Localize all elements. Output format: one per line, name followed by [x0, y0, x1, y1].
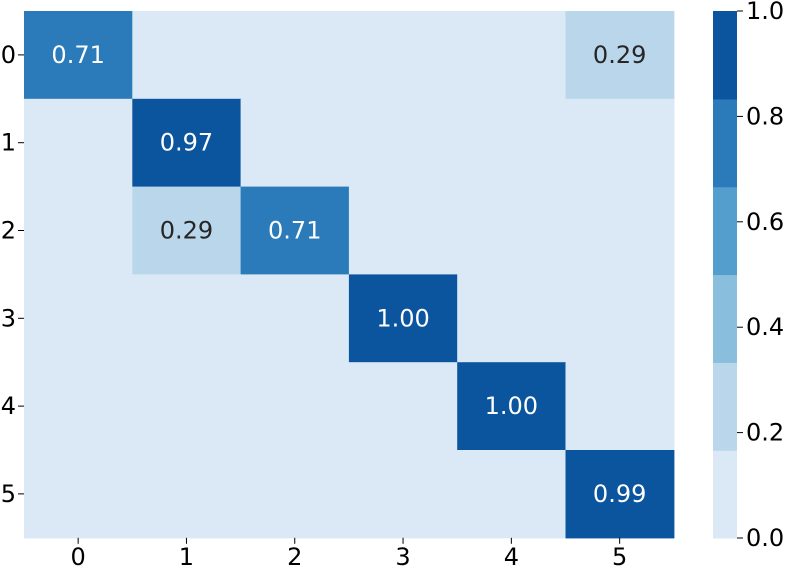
heatmap-cell [24, 11, 133, 100]
heatmap-cell [457, 11, 567, 100]
colorbar-tick-label: 0.8 [746, 102, 784, 130]
heatmap-cells: 0.71 0.29 0.97 0.29 0.71 1.00 1.00 0.99 [24, 11, 675, 539]
x-tick-label: 1 [179, 543, 194, 570]
heatmap-cell [132, 274, 242, 363]
cell-value-label: 0.97 [160, 129, 213, 157]
colorbar-bin [713, 450, 737, 539]
heatmap-cell [240, 274, 350, 363]
y-tick-label: 5 [1, 480, 16, 508]
heatmap-cell [565, 11, 675, 100]
heatmap-cell [457, 450, 567, 539]
y-tick-label: 2 [1, 217, 16, 245]
heatmap-cell [565, 450, 675, 539]
colorbar-bin [713, 98, 737, 188]
heatmap-cell [348, 11, 458, 100]
heatmap-cell [457, 98, 567, 188]
heatmap-cell [132, 11, 242, 100]
heatmap-cell [565, 274, 675, 363]
heatmap-cell [132, 450, 242, 539]
y-tick-label: 4 [1, 392, 16, 420]
colorbar-bin [713, 11, 737, 100]
x-axis: 0 1 2 3 4 5 [71, 537, 627, 570]
heatmap-cell [240, 11, 350, 100]
colorbar-bin [713, 362, 737, 451]
cell-value-label: 0.71 [51, 41, 104, 69]
heatmap-cell [457, 186, 567, 275]
heatmap-cell [348, 450, 458, 539]
x-tick-label: 4 [504, 543, 519, 570]
heatmap-cell [24, 450, 133, 539]
cell-value-label: 1.00 [376, 304, 429, 332]
colorbar-bin [713, 274, 737, 363]
heatmap-cell [132, 186, 242, 275]
x-tick-label: 2 [287, 543, 302, 570]
colorbar-tick-label: 0.4 [746, 313, 784, 341]
heatmap-cell [24, 362, 133, 451]
colorbar-tick-label: 0.0 [746, 524, 784, 552]
colorbar-tick-label: 0.6 [746, 208, 784, 236]
x-tick-label: 5 [612, 543, 627, 570]
heatmap-cell [240, 186, 350, 275]
colorbar-tick-label: 1.0 [746, 0, 784, 25]
y-tick-label: 3 [1, 304, 16, 332]
cell-value-label: 0.71 [268, 217, 321, 245]
colorbar-tick-label: 0.2 [746, 419, 784, 447]
cell-value-label: 0.29 [160, 217, 213, 245]
y-tick-label: 1 [1, 129, 16, 157]
heatmap-cell [24, 98, 133, 188]
heatmap-cell [348, 362, 458, 451]
heatmap-cell [240, 450, 350, 539]
heatmap-cell [240, 362, 350, 451]
heatmap-cell [132, 98, 242, 188]
colorbar: 0.0 0.2 0.4 0.6 0.8 1.0 [713, 0, 784, 552]
heatmap-cell [132, 362, 242, 451]
cell-value-label: 1.00 [485, 392, 538, 420]
heatmap-cell [565, 186, 675, 275]
heatmap-cell [240, 98, 350, 188]
heatmap-cell [348, 98, 458, 188]
heatmap-cell [348, 186, 458, 275]
heatmap-cell [457, 362, 567, 451]
heatmap-cell [24, 274, 133, 363]
y-axis: 0 1 2 3 4 5 [1, 41, 24, 508]
heatmap-cell [457, 274, 567, 363]
y-tick-label: 0 [1, 41, 16, 69]
heatmap-cell [565, 362, 675, 451]
x-tick-label: 3 [395, 543, 410, 570]
colorbar-bin [713, 186, 737, 276]
heatmap-cell [24, 186, 133, 275]
cell-value-label: 0.29 [593, 41, 646, 69]
heatmap-cell [348, 274, 458, 363]
x-tick-label: 0 [71, 543, 86, 570]
cell-value-label: 0.99 [593, 480, 646, 508]
heatmap-cell [565, 98, 675, 188]
